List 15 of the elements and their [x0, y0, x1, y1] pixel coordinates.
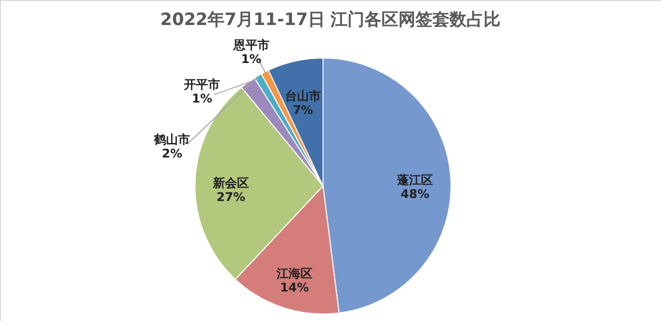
slice-label: 江海区	[276, 266, 313, 281]
slice-label: 鹤山市	[153, 132, 190, 146]
data-label: 7%	[292, 103, 314, 118]
data-label: 2%	[162, 146, 182, 160]
slice-label: 恩平市	[232, 38, 270, 52]
data-label: 14%	[280, 280, 309, 295]
data-label: 1%	[192, 91, 212, 106]
data-label: 1%	[241, 52, 262, 66]
slice-label: 开平市	[183, 77, 220, 92]
data-label: 48%	[400, 187, 430, 202]
slice-label: 台山市	[284, 89, 321, 104]
slice-label: 新会区	[212, 176, 249, 190]
slice-label: 蓬江区	[396, 173, 433, 188]
chart-title: 2022年7月11-17日 江门各区网签套数占比	[160, 10, 501, 30]
data-label: 27%	[216, 190, 246, 204]
